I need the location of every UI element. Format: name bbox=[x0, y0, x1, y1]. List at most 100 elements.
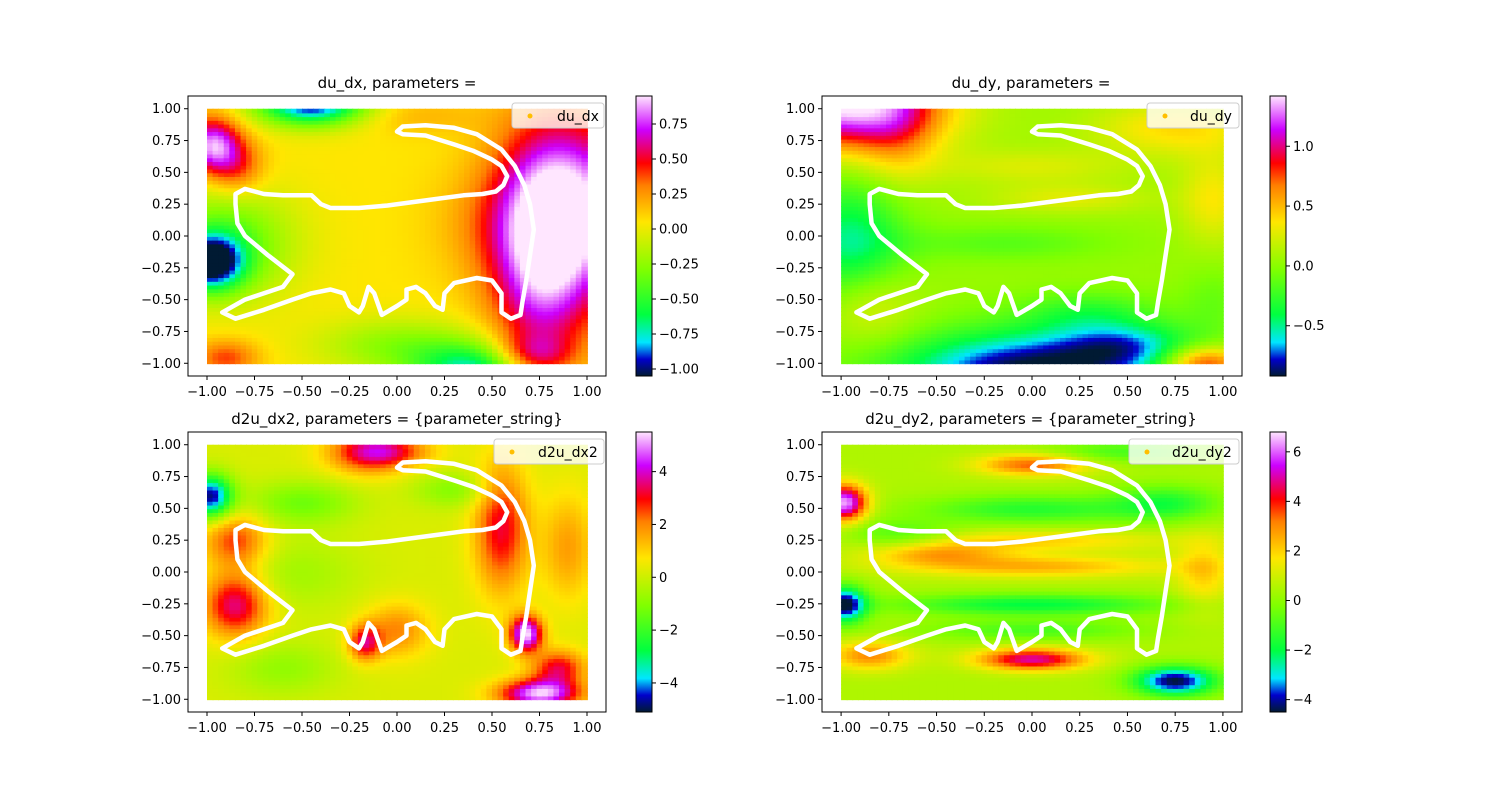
scatter-cell bbox=[559, 247, 566, 252]
scatter-cell bbox=[212, 307, 220, 312]
scatter-cell bbox=[397, 161, 404, 166]
scatter-cell bbox=[480, 221, 488, 226]
scatter-cell bbox=[385, 299, 393, 305]
scatter-cell bbox=[369, 112, 376, 118]
scatter-cell bbox=[514, 146, 521, 151]
scatter-cell bbox=[430, 146, 438, 151]
scatter-cell bbox=[402, 273, 410, 279]
scatter-cell bbox=[352, 183, 359, 189]
scatter-cell bbox=[503, 340, 510, 346]
scatter-cell bbox=[279, 127, 287, 133]
scatter-cell bbox=[430, 149, 438, 155]
scatter-cell bbox=[846, 333, 854, 338]
scatter-cell bbox=[475, 280, 482, 286]
scatter-cell bbox=[397, 262, 404, 267]
scatter-cell bbox=[469, 295, 477, 301]
scatter-cell bbox=[352, 224, 359, 230]
scatter-cell bbox=[234, 254, 242, 260]
scatter-cell bbox=[346, 108, 354, 114]
scatter-cell bbox=[841, 344, 848, 350]
scatter-cell bbox=[559, 325, 566, 331]
scatter-cell bbox=[447, 318, 454, 323]
scatter-cell bbox=[274, 202, 281, 207]
scatter-cell bbox=[452, 116, 460, 121]
scatter-cell bbox=[503, 254, 510, 260]
scatter-cell bbox=[581, 239, 588, 245]
scatter-cell bbox=[290, 254, 298, 260]
scatter-cell bbox=[357, 146, 365, 151]
scatter-cell bbox=[279, 239, 287, 245]
scatter-cell bbox=[525, 314, 533, 320]
scatter-cell bbox=[229, 149, 236, 155]
scatter-cell bbox=[246, 213, 253, 219]
scatter-cell bbox=[212, 112, 220, 118]
scatter-cell bbox=[430, 325, 438, 331]
scatter-cell bbox=[581, 131, 588, 136]
scatter-cell bbox=[385, 172, 393, 177]
scatter-cell bbox=[212, 352, 220, 357]
scatter-cell bbox=[441, 191, 449, 196]
scatter-cell bbox=[469, 239, 477, 245]
scatter-cell bbox=[262, 314, 270, 320]
scatter-cell bbox=[346, 307, 354, 312]
scatter-cell bbox=[441, 228, 449, 234]
scatter-cell bbox=[363, 112, 370, 118]
scatter-cell bbox=[486, 262, 493, 267]
scatter-cell bbox=[559, 243, 566, 249]
scatter-cell bbox=[852, 131, 859, 136]
scatter-cell bbox=[335, 352, 343, 357]
scatter-cell bbox=[857, 273, 865, 279]
scatter-cell bbox=[207, 146, 214, 151]
scatter-cell bbox=[251, 172, 259, 177]
scatter-cell bbox=[486, 149, 493, 155]
scatter-cell bbox=[385, 221, 393, 226]
scatter-cell bbox=[279, 303, 287, 309]
scatter-cell bbox=[492, 164, 499, 170]
scatter-cell bbox=[397, 206, 404, 211]
scatter-cell bbox=[553, 288, 560, 294]
scatter-cell bbox=[324, 239, 331, 245]
scatter-cell bbox=[268, 307, 275, 312]
scatter-cell bbox=[492, 329, 499, 335]
scatter-cell bbox=[464, 183, 471, 189]
scatter-cell bbox=[531, 310, 538, 316]
scatter-cell bbox=[464, 213, 471, 219]
scatter-cell bbox=[369, 164, 376, 170]
scatter-cell bbox=[441, 209, 449, 215]
scatter-cell bbox=[223, 265, 231, 271]
scatter-cell bbox=[302, 224, 309, 230]
scatter-cell bbox=[841, 138, 848, 144]
scatter-cell bbox=[436, 273, 443, 279]
scatter-cell bbox=[419, 344, 426, 350]
scatter-cell bbox=[274, 228, 281, 234]
scatter-cell bbox=[318, 172, 326, 177]
scatter-cell bbox=[341, 265, 348, 271]
scatter-cell bbox=[570, 262, 577, 267]
scatter-cell bbox=[296, 307, 303, 312]
scatter-cell bbox=[223, 164, 231, 170]
scatter-cell bbox=[302, 243, 309, 249]
scatter-cell bbox=[436, 228, 443, 234]
scatter-cell bbox=[313, 172, 320, 177]
scatter-cell bbox=[492, 221, 499, 226]
scatter-cell bbox=[207, 213, 214, 219]
scatter-cell bbox=[497, 108, 505, 114]
scatter-cell bbox=[346, 273, 354, 279]
scatter-cell bbox=[385, 123, 393, 129]
scatter-cell bbox=[357, 236, 365, 241]
scatter-cell bbox=[257, 108, 264, 114]
scatter-cell bbox=[464, 303, 471, 309]
scatter-cell bbox=[229, 333, 236, 338]
scatter-cell bbox=[357, 273, 365, 279]
scatter-cell bbox=[279, 247, 287, 252]
scatter-cell bbox=[846, 236, 854, 241]
scatter-cell bbox=[575, 340, 583, 346]
scatter-cell bbox=[564, 153, 572, 159]
scatter-cell bbox=[212, 228, 220, 234]
scatter-cell bbox=[419, 314, 426, 320]
scatter-cell bbox=[570, 183, 577, 189]
scatter-cell bbox=[240, 149, 248, 155]
scatter-cell bbox=[497, 172, 505, 177]
scatter-cell bbox=[857, 142, 865, 148]
scatter-cell bbox=[857, 322, 865, 327]
